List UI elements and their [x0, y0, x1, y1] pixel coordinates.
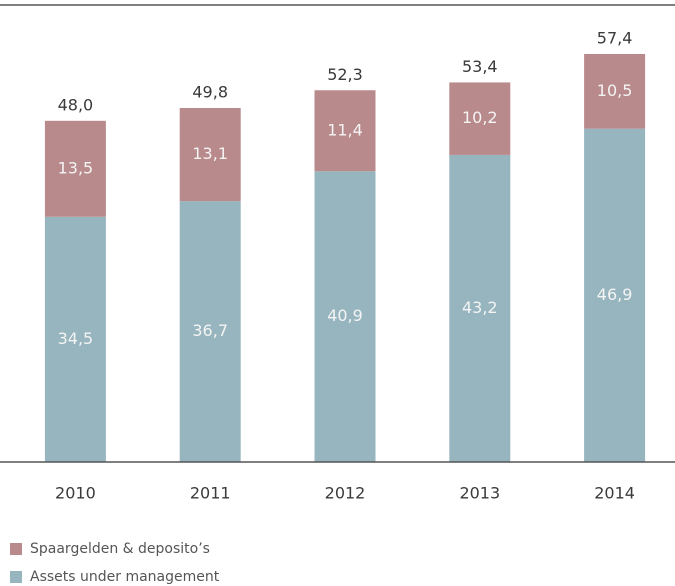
bar-segment	[584, 54, 646, 129]
bar-segment	[449, 82, 511, 155]
total-label: 52,3	[327, 65, 363, 84]
legend-label: Assets under management	[30, 569, 220, 585]
bar-segment	[584, 128, 646, 462]
value-label: 13,5	[58, 158, 94, 177]
bar-segment	[44, 120, 106, 217]
x-tick-label: 2014	[594, 484, 635, 503]
legend-swatch	[10, 571, 22, 583]
legend-label: Spaargelden & deposito’s	[30, 541, 210, 557]
x-tick-label: 2010	[55, 484, 96, 503]
bar-segment	[179, 108, 241, 202]
bar-segment	[44, 216, 106, 462]
x-tick-label: 2013	[459, 484, 500, 503]
value-label: 10,2	[462, 108, 498, 127]
bar-segment	[179, 201, 241, 462]
total-label: 48,0	[58, 95, 94, 114]
x-tick-label: 2012	[325, 484, 366, 503]
value-label: 10,5	[597, 81, 633, 100]
value-label: 13,1	[192, 144, 228, 163]
value-label: 40,9	[327, 306, 363, 325]
total-label: 57,4	[597, 29, 633, 48]
value-label: 36,7	[192, 321, 228, 340]
bar-segment	[449, 154, 511, 463]
bar-segment	[314, 90, 376, 172]
bar-segment	[314, 171, 376, 462]
value-label: 11,4	[327, 120, 363, 139]
legend-swatch	[10, 543, 22, 555]
x-tick-label: 2011	[190, 484, 231, 503]
value-label: 34,5	[58, 329, 94, 348]
total-label: 49,8	[192, 83, 228, 102]
total-label: 53,4	[462, 57, 498, 76]
value-label: 43,2	[462, 298, 498, 317]
value-label: 46,9	[597, 285, 633, 304]
